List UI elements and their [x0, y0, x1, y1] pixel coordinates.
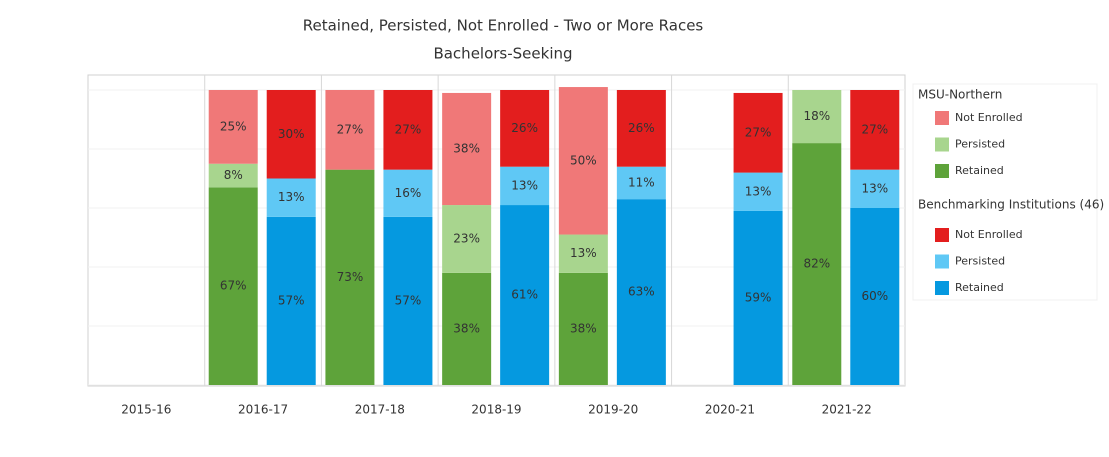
- value-label: 38%: [570, 321, 597, 335]
- value-label: 38%: [453, 321, 480, 335]
- bar-segment: [208, 187, 258, 385]
- legend-label: Not Enrolled: [955, 228, 1023, 241]
- legend-label: Retained: [955, 281, 1004, 294]
- chart-subtitle: Bachelors-Seeking: [433, 45, 572, 63]
- x-tick-label: 2018-19: [471, 403, 521, 417]
- bar-segment: [733, 210, 783, 385]
- bar-segment: [616, 199, 666, 385]
- bar-segment: [500, 90, 550, 167]
- value-label: 13%: [570, 246, 597, 260]
- bar-segment: [850, 90, 900, 170]
- value-label: 8%: [224, 168, 243, 182]
- bar-segment: [558, 234, 608, 273]
- x-tick-label: 2015-16: [121, 403, 171, 417]
- value-label: 82%: [803, 257, 830, 271]
- value-label: 59%: [745, 290, 772, 304]
- legend-swatch: [935, 281, 949, 295]
- legend-label: Persisted: [955, 255, 1005, 268]
- bar-segment: [325, 169, 375, 385]
- bar-segment: [266, 90, 316, 179]
- legend-label: Not Enrolled: [955, 111, 1023, 124]
- value-label: 25%: [220, 119, 247, 133]
- value-label: 23%: [453, 231, 480, 245]
- value-label: 73%: [337, 270, 364, 284]
- value-label: 16%: [395, 186, 422, 200]
- value-label: 13%: [745, 184, 772, 198]
- value-label: 57%: [278, 293, 305, 307]
- legend-group-title: Benchmarking Institutions (46): [918, 198, 1104, 212]
- x-tick-label: 2019-20: [588, 403, 638, 417]
- legend: [912, 83, 1098, 301]
- bar-segment: [266, 178, 316, 217]
- bar-segment: [500, 205, 550, 385]
- legend-group-title: MSU-Northern: [918, 88, 1002, 102]
- x-tick-label: 2021-22: [822, 403, 872, 417]
- legend-swatch: [935, 111, 949, 125]
- value-label: 67%: [220, 279, 247, 293]
- value-label: 11%: [628, 175, 655, 189]
- value-label: 50%: [570, 153, 597, 167]
- bar-segment: [325, 90, 375, 170]
- bar-segment: [850, 169, 900, 208]
- bar-segment: [266, 216, 316, 385]
- value-label: 27%: [861, 122, 888, 136]
- bar-segment: [383, 169, 433, 217]
- legend-label: Retained: [955, 164, 1004, 177]
- value-label: 27%: [337, 122, 364, 136]
- value-label: 60%: [861, 289, 888, 303]
- bar-segment: [208, 90, 258, 164]
- chart-title: Retained, Persisted, Not Enrolled - Two …: [303, 17, 704, 35]
- value-label: 27%: [395, 122, 422, 136]
- legend-swatch: [935, 254, 949, 269]
- value-label: 61%: [511, 288, 538, 302]
- value-label: 57%: [395, 293, 422, 307]
- bar-segment: [442, 92, 492, 206]
- bar-segment: [383, 90, 433, 170]
- bar-segment: [733, 92, 783, 173]
- value-label: 13%: [278, 190, 305, 204]
- bar-segment: [850, 208, 900, 385]
- value-label: 13%: [511, 178, 538, 192]
- bar-segment: [442, 272, 492, 385]
- legend-swatch: [935, 164, 949, 178]
- bar-segment: [733, 172, 783, 211]
- x-tick-label: 2016-17: [238, 403, 288, 417]
- legend-label: Persisted: [955, 138, 1005, 151]
- value-label: 26%: [511, 121, 538, 135]
- bar-segment: [442, 205, 492, 273]
- legend-swatch: [935, 228, 949, 242]
- value-label: 63%: [628, 285, 655, 299]
- bar-segment: [383, 216, 433, 385]
- value-label: 18%: [803, 109, 830, 123]
- bar-segment: [558, 272, 608, 385]
- bar-segment: [792, 90, 842, 144]
- bar-segment: [208, 163, 258, 188]
- bar-segment: [616, 166, 666, 200]
- value-label: 27%: [745, 125, 772, 139]
- plot-area: [87, 74, 906, 387]
- bar-segment: [616, 90, 666, 167]
- x-tick-label: 2020-21: [705, 403, 755, 417]
- value-label: 30%: [278, 127, 305, 141]
- x-tick-label: 2017-18: [355, 403, 405, 417]
- value-label: 38%: [453, 142, 480, 156]
- bar-segment: [792, 143, 842, 385]
- value-label: 26%: [628, 121, 655, 135]
- value-label: 13%: [861, 181, 888, 195]
- bar-segment: [558, 87, 608, 235]
- bar-segment: [500, 166, 550, 206]
- legend-swatch: [935, 137, 949, 152]
